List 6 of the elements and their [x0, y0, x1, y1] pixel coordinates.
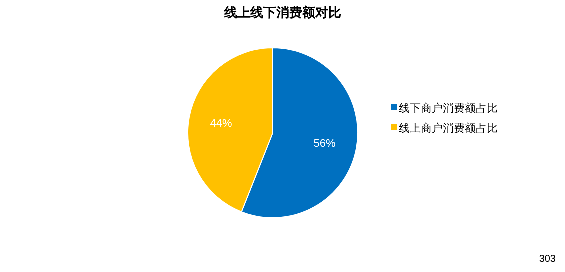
data-label: 56%	[314, 138, 336, 150]
legend-label: 线上商户消费额占比	[399, 122, 498, 135]
chart-title: 线上线下消费额对比	[224, 5, 342, 20]
text: 303	[539, 254, 556, 265]
legend-label: 线下商户消费额占比	[399, 102, 498, 115]
data-label: 44%	[210, 118, 232, 130]
